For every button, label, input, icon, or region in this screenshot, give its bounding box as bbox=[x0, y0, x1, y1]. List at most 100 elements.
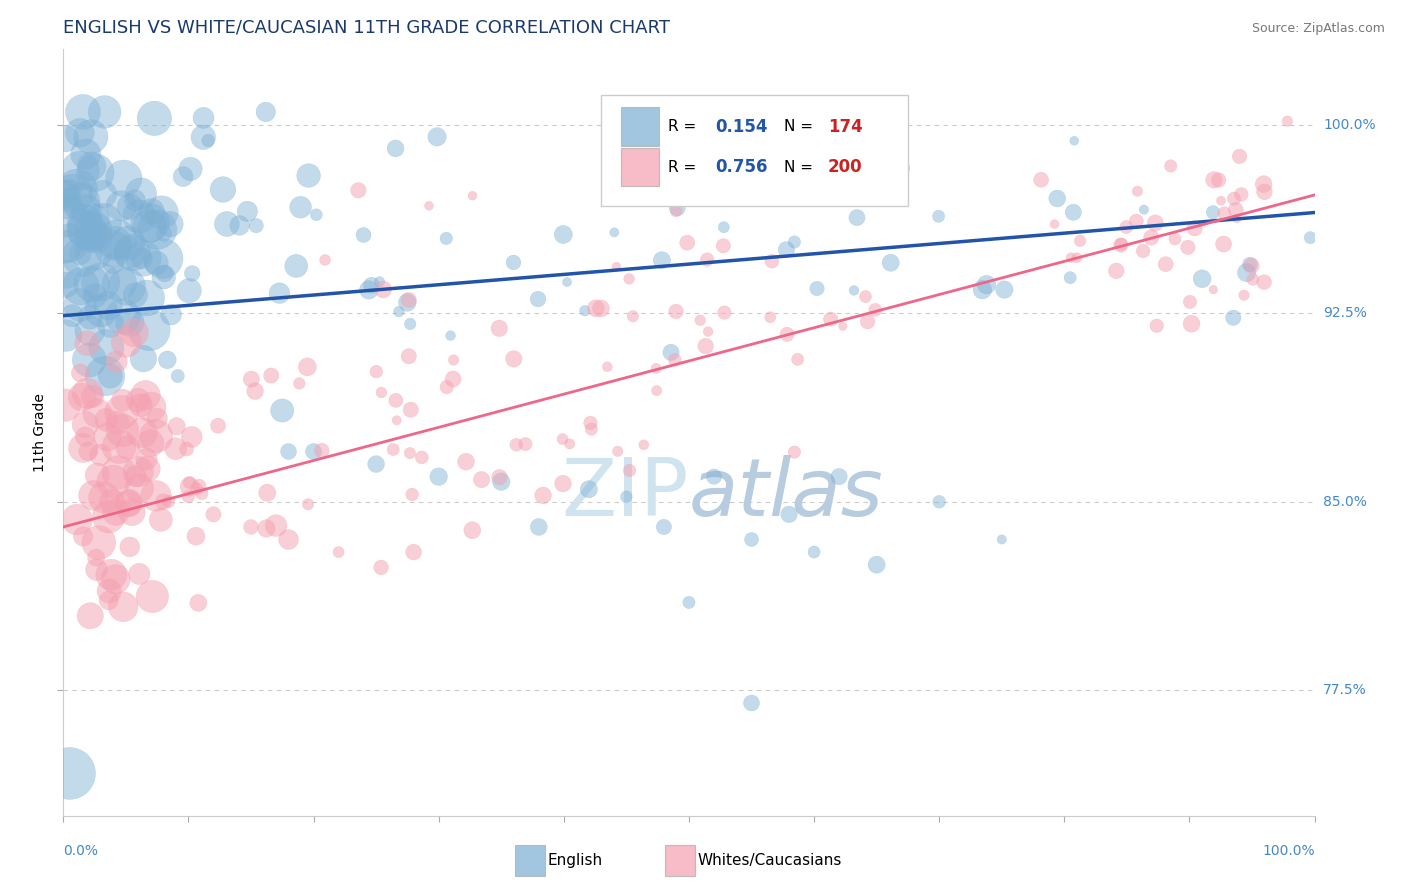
Point bbox=[70, 250, 93, 264]
Point bbox=[551, 432, 574, 446]
Point bbox=[689, 313, 711, 327]
Point bbox=[596, 359, 619, 374]
Point bbox=[890, 161, 912, 175]
Point bbox=[1209, 194, 1232, 208]
Point bbox=[93, 491, 115, 505]
Point bbox=[79, 353, 101, 368]
Text: ENGLISH VS WHITE/CAUCASIAN 11TH GRADE CORRELATION CHART: ENGLISH VS WHITE/CAUCASIAN 11TH GRADE CO… bbox=[63, 19, 671, 37]
Point bbox=[288, 376, 311, 391]
Point bbox=[713, 220, 735, 235]
Point bbox=[972, 283, 994, 297]
Point bbox=[53, 398, 76, 412]
Point bbox=[1213, 206, 1236, 220]
Point bbox=[290, 200, 312, 214]
Point bbox=[1212, 237, 1234, 252]
Point bbox=[443, 353, 465, 368]
Point bbox=[685, 151, 707, 165]
Point bbox=[1178, 294, 1201, 309]
Text: N =: N = bbox=[785, 160, 813, 175]
Point bbox=[439, 328, 461, 343]
Point bbox=[436, 380, 458, 394]
Point bbox=[976, 277, 998, 292]
Point bbox=[928, 209, 950, 223]
Point bbox=[1236, 266, 1258, 280]
Point bbox=[527, 520, 550, 534]
Point bbox=[202, 508, 225, 522]
Text: 100.0%: 100.0% bbox=[1263, 844, 1315, 858]
Point bbox=[127, 393, 149, 408]
Text: atlas: atlas bbox=[689, 455, 884, 533]
Point bbox=[193, 130, 215, 145]
Point bbox=[117, 235, 139, 250]
Point bbox=[76, 336, 98, 351]
Text: 0.756: 0.756 bbox=[716, 158, 768, 177]
Point bbox=[132, 252, 155, 266]
Point bbox=[82, 223, 104, 237]
Point bbox=[139, 436, 162, 450]
Point bbox=[129, 398, 152, 412]
Point bbox=[82, 389, 104, 403]
Point bbox=[713, 305, 735, 319]
Point bbox=[454, 455, 477, 469]
Point bbox=[666, 201, 689, 215]
Point bbox=[128, 566, 150, 581]
Point bbox=[741, 533, 763, 547]
Point bbox=[108, 277, 131, 291]
Point bbox=[488, 321, 510, 335]
Point bbox=[84, 166, 107, 180]
Point bbox=[107, 416, 129, 430]
Point bbox=[553, 227, 575, 242]
Point bbox=[311, 443, 333, 458]
Point bbox=[141, 590, 163, 604]
Text: 100.0%: 100.0% bbox=[1323, 118, 1375, 131]
Point bbox=[118, 497, 141, 511]
Point bbox=[806, 281, 828, 295]
Point bbox=[418, 199, 440, 213]
Point bbox=[152, 495, 174, 509]
Point bbox=[112, 599, 135, 614]
FancyBboxPatch shape bbox=[621, 107, 659, 145]
Point bbox=[606, 444, 628, 458]
Point bbox=[651, 253, 673, 268]
Point bbox=[118, 245, 141, 260]
Point bbox=[117, 441, 139, 455]
Point bbox=[75, 147, 97, 161]
Point bbox=[775, 243, 797, 257]
Point bbox=[491, 475, 513, 489]
Point bbox=[139, 400, 162, 414]
Point bbox=[79, 231, 101, 245]
Point bbox=[93, 104, 115, 119]
Point bbox=[1063, 134, 1085, 148]
Point bbox=[488, 470, 510, 484]
Point bbox=[581, 422, 603, 436]
Point bbox=[555, 275, 578, 289]
Point bbox=[149, 513, 172, 527]
Point bbox=[56, 268, 79, 282]
Point bbox=[388, 304, 411, 318]
Text: 0.0%: 0.0% bbox=[63, 844, 98, 858]
Point bbox=[181, 266, 204, 280]
Point bbox=[399, 446, 422, 460]
Point bbox=[619, 463, 641, 477]
Point bbox=[1060, 251, 1083, 265]
Point bbox=[783, 235, 806, 249]
Point bbox=[93, 214, 115, 228]
Point bbox=[118, 200, 141, 214]
Point bbox=[98, 584, 121, 599]
Point bbox=[398, 349, 420, 363]
Point bbox=[783, 445, 806, 459]
Point bbox=[124, 469, 146, 483]
Point bbox=[665, 304, 688, 318]
Point bbox=[184, 529, 207, 543]
Text: Whites/Caucasians: Whites/Caucasians bbox=[697, 853, 842, 868]
Point bbox=[373, 282, 395, 296]
Point bbox=[135, 388, 157, 402]
Point bbox=[314, 252, 336, 267]
Point bbox=[62, 186, 84, 201]
Point bbox=[90, 303, 112, 318]
Point bbox=[128, 481, 150, 495]
Point bbox=[131, 252, 153, 266]
Point bbox=[676, 235, 699, 250]
Point bbox=[143, 112, 166, 126]
Point bbox=[138, 323, 160, 337]
